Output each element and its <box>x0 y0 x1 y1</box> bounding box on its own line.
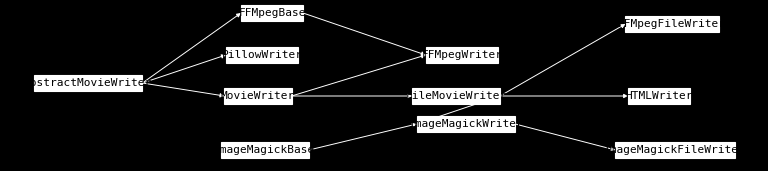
Text: FFMpegWriter: FFMpegWriter <box>422 50 502 60</box>
Bar <box>625 16 719 32</box>
Text: FFMpegFileWriter: FFMpegFileWriter <box>618 19 726 29</box>
Text: FileMovieWriter: FileMovieWriter <box>406 91 507 101</box>
Bar <box>34 75 142 91</box>
Bar <box>615 142 735 158</box>
Bar <box>221 142 309 158</box>
Bar <box>425 47 498 63</box>
Text: ImageMagickWriter: ImageMagickWriter <box>409 119 523 129</box>
Text: HTMLWriter: HTMLWriter <box>625 91 693 101</box>
Bar <box>241 5 303 21</box>
Bar <box>226 47 298 63</box>
Text: AbstractMovieWriter: AbstractMovieWriter <box>24 78 152 88</box>
Bar <box>628 88 690 104</box>
Text: ImageMagickFileWriter: ImageMagickFileWriter <box>604 145 746 155</box>
Text: MovieWriter: MovieWriter <box>221 91 295 101</box>
Text: ImageMagickBase: ImageMagickBase <box>214 145 316 155</box>
Text: PillowWriter: PillowWriter <box>221 50 303 60</box>
Bar <box>412 88 500 104</box>
Bar <box>224 88 292 104</box>
Bar <box>417 116 515 132</box>
Text: FFMpegBase: FFMpegBase <box>238 8 306 18</box>
